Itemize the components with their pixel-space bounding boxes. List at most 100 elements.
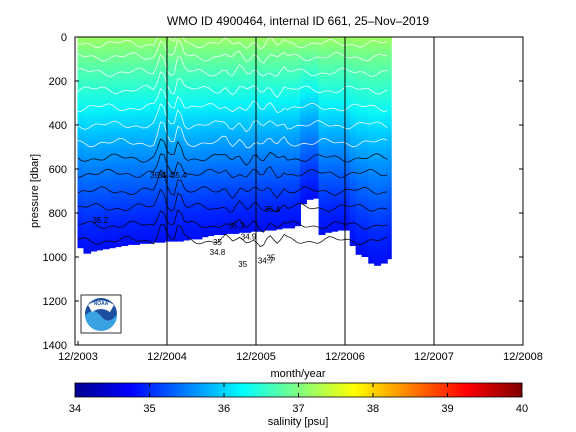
profile-column: [318, 37, 326, 235]
profile-column: [238, 37, 246, 233]
profile-column: [101, 37, 110, 250]
isohaline-line: [77, 103, 388, 133]
y-tick-label: 200: [49, 76, 67, 88]
profile-column: [262, 37, 270, 231]
contour-label: 34.8: [210, 248, 226, 257]
contour-label: 35.4: [158, 171, 174, 180]
profile-column: [256, 37, 264, 232]
noaa-logo-text: NOAA: [94, 301, 109, 307]
profile-column: [207, 37, 215, 237]
profile-column: [96, 37, 103, 251]
profile-column: [231, 37, 240, 234]
colorbar-tick-label: 36: [218, 403, 230, 415]
x-tick-label: 12/2005: [236, 351, 276, 363]
profile-column: [374, 37, 382, 266]
profile-column: [250, 37, 258, 232]
x-tick-label: 12/2003: [58, 351, 98, 363]
noaa-logo: NOAA: [80, 294, 122, 334]
colorbar-tick-label: 34: [69, 403, 81, 415]
profile-column: [225, 37, 233, 234]
contour-label: 35: [238, 260, 247, 269]
isohaline-line: [77, 88, 388, 114]
profile-column: [355, 37, 363, 255]
chart-title: WMO ID 4900464, internal ID 661, 25–Nov–…: [167, 14, 429, 28]
profile-column: [213, 37, 221, 235]
isohaline-line: [77, 121, 388, 149]
isohaline-line: [77, 138, 388, 166]
isohaline-line: [77, 37, 388, 50]
isohaline-line: [77, 223, 388, 248]
profile-column: [368, 37, 376, 264]
profile-column: [386, 37, 392, 260]
profile-column: [90, 37, 98, 252]
contour-label: 35.2: [92, 216, 108, 225]
isohaline-line: [77, 169, 388, 199]
profile-column: [337, 37, 345, 231]
isohaline-line: [77, 209, 388, 233]
y-tick-label: 1000: [43, 252, 67, 264]
profile-column: [188, 37, 196, 240]
profile-column: [139, 37, 147, 244]
x-axis: 12/2003 12/2004 12/2005 12/2006 12/2007 12/20…: [58, 341, 543, 363]
profile-column: [201, 37, 209, 238]
contour-label: 35.4: [265, 205, 281, 214]
profile-column: [312, 37, 320, 199]
contour-label: 35.4: [171, 171, 187, 180]
profile-column: [133, 37, 141, 245]
profile-column: [77, 37, 85, 249]
profile-column: [343, 37, 351, 231]
x-tick-label: 12/2008: [503, 351, 543, 363]
x-tick-label: 12/2006: [325, 351, 365, 363]
x-tick-label: 12/2007: [414, 351, 454, 363]
profile-column: [268, 37, 277, 231]
contour-label: 35: [213, 238, 222, 247]
contour-label: 35.3: [229, 221, 245, 230]
isohaline-contours: [77, 37, 388, 248]
profile-column: [127, 37, 135, 245]
profile-column: [176, 37, 184, 242]
profile-column: [287, 37, 296, 229]
isohaline-line: [77, 153, 388, 179]
profile-column: [300, 37, 307, 205]
profile-column: [305, 37, 314, 200]
y-tick-label: 600: [49, 164, 67, 176]
profile-column: [281, 37, 289, 229]
profile-column: [114, 37, 122, 248]
profile-column: [194, 37, 203, 240]
y-tick-label: 400: [49, 120, 67, 132]
profile-column: [164, 37, 172, 242]
profile-column: [145, 37, 153, 244]
isohaline-line: [77, 53, 388, 77]
isohaline-line: [77, 188, 388, 213]
plot-area: [77, 37, 392, 266]
y-axis-label: pressure [dbar]: [29, 154, 41, 228]
y-axis: 0 200 400 600 800 1000 1200 1400: [43, 32, 523, 352]
y-tick-label: 1400: [43, 340, 67, 352]
y-tick-label: 1200: [43, 296, 67, 308]
colorbar-tick-label: 38: [367, 403, 379, 415]
profile-column: [244, 37, 252, 233]
y-tick-label: 0: [61, 32, 67, 44]
profile-column: [324, 37, 333, 233]
profile-column: [275, 37, 283, 230]
profile-column: [182, 37, 190, 241]
profile-column: [331, 37, 339, 232]
isohaline-line: [77, 71, 388, 99]
profile-column: [294, 37, 301, 227]
contour-label: 35: [266, 253, 275, 262]
plot-frame: [74, 36, 524, 346]
profile-column: [361, 37, 370, 257]
y-tick-label: 800: [49, 208, 67, 220]
isohaline-line: [77, 38, 388, 64]
colorbar-tick-label: 35: [143, 403, 155, 415]
contour-label: 35.4: [150, 171, 166, 180]
colorbar-tick-label: 37: [292, 403, 304, 415]
profile-column: [120, 37, 129, 246]
profile-column: [170, 37, 178, 242]
colorbar-tick-label: 40: [516, 403, 528, 415]
colorbar-ticks: 34 35 36 37 38 39 40: [69, 383, 528, 415]
contour-label: 34.9: [241, 232, 257, 241]
contour-label: 34.7: [258, 257, 274, 266]
colorbar-label: salinity [psu]: [268, 416, 329, 428]
